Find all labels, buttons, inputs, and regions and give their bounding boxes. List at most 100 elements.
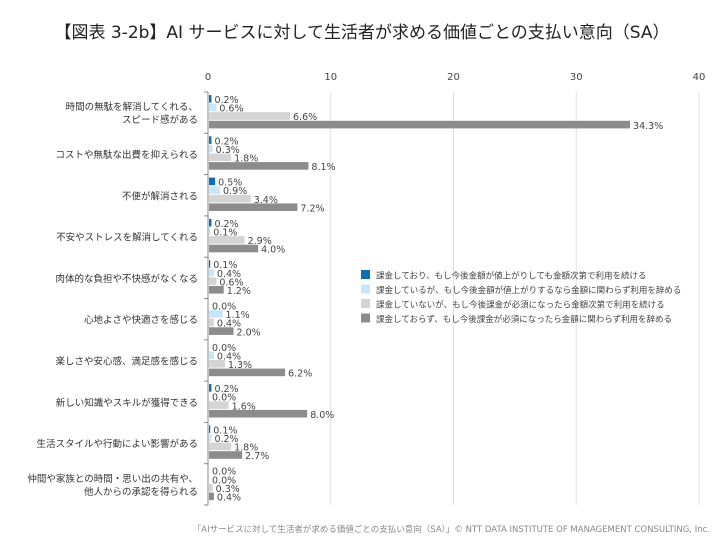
data-label: 6.6%: [293, 112, 317, 123]
data-label: 0.2%: [214, 219, 238, 230]
data-label: 0.4%: [217, 493, 241, 504]
bar: [209, 218, 212, 227]
footer-credit: 「AIサービスに対して生活者が求める価値ごとの支払い意向（SA）」© NTT D…: [192, 525, 710, 535]
bar: [209, 360, 225, 368]
data-label: 0.1%: [213, 260, 237, 271]
data-label: 0.3%: [216, 145, 240, 156]
bar: [209, 236, 245, 244]
category-label: 時間の無駄を解消してくれる、: [66, 101, 198, 113]
data-label: 0.0%: [212, 343, 236, 354]
bar: [209, 136, 212, 144]
data-label: 1.3%: [228, 360, 252, 371]
category-label: 不便が解消される: [122, 190, 198, 202]
category-label: 仲間や家族との時間・思い出の共有や、: [27, 473, 198, 485]
legend-label: 課金していないが、もし今後課金が必須になったら金額次第で利用を続ける: [376, 300, 665, 311]
legend-swatch: [361, 313, 370, 323]
bar: [209, 203, 298, 211]
data-label: 0.2%: [214, 95, 238, 106]
data-label: 0.0%: [212, 467, 236, 478]
data-label: 0.0%: [212, 475, 236, 486]
data-label: 2.7%: [245, 451, 269, 462]
data-label: 1.1%: [226, 310, 250, 321]
category-label: 生活スタイルや行動によい影響がある: [36, 438, 198, 450]
bar: [209, 442, 232, 451]
bar: [209, 186, 221, 194]
category-label: 不安やストレスを解消してくれる: [56, 232, 198, 244]
bar: [209, 286, 224, 294]
bar: [209, 409, 308, 418]
x-tick-label: 0: [205, 72, 211, 83]
bar: [209, 425, 211, 433]
x-tick-label: 10: [324, 72, 337, 83]
data-label: 2.0%: [237, 327, 261, 338]
category-label: 新しい知識やスキルが獲得できる: [56, 397, 198, 409]
data-label: 6.2%: [288, 369, 312, 380]
data-label: 0.9%: [223, 186, 247, 197]
bar: [209, 153, 232, 162]
category-label: 他人からの承認を得られる: [84, 486, 198, 498]
data-label: 0.6%: [219, 104, 243, 115]
bar: [209, 492, 214, 501]
bar: [209, 384, 212, 392]
bar: [209, 120, 631, 129]
category-label: 肉体的な負担や不快感がなくなる: [55, 273, 198, 285]
x-tick-label: 30: [570, 72, 583, 83]
data-label: 8.0%: [310, 410, 334, 421]
bar: [209, 351, 214, 359]
category-label: コストや無駄な出費を抑えられる: [55, 149, 198, 161]
data-label: 3.4%: [254, 195, 278, 206]
bar: [209, 268, 214, 277]
data-label: 0.4%: [217, 269, 241, 280]
data-label: 7.2%: [300, 203, 324, 214]
bar: [209, 401, 229, 409]
data-label: 0.0%: [212, 302, 236, 313]
bar: [209, 327, 234, 335]
bar: [209, 194, 251, 203]
bar: [209, 368, 286, 377]
bar: [209, 144, 213, 153]
chart-title: 【図表 3-2b】AI サービスに対して生活者が求める価値ごとの支払い意向（SA…: [54, 23, 670, 43]
data-label: 0.1%: [213, 425, 237, 436]
category-label: スピード感がある: [122, 114, 198, 126]
bar: [209, 162, 309, 170]
legend-swatch: [361, 284, 370, 294]
legend-label: 課金しておらず、もし今後課金が必須になったら金額に関わらず利用を辞める: [376, 314, 672, 325]
data-label: 0.6%: [219, 277, 243, 288]
data-label: 0.4%: [217, 319, 241, 330]
data-label: 0.4%: [217, 351, 241, 362]
data-label: 0.2%: [214, 384, 238, 395]
bar: [209, 318, 214, 327]
legend-swatch: [361, 270, 370, 279]
category-label: 楽しさや安心感、満足感を感じる: [55, 355, 198, 367]
data-label: 8.1%: [311, 162, 335, 173]
data-label: 0.0%: [212, 393, 236, 404]
data-label: 1.6%: [232, 401, 256, 412]
data-label: 0.2%: [214, 434, 238, 445]
data-label: 2.9%: [248, 236, 272, 247]
category-label: 心地よさや快適さを感じる: [84, 314, 198, 326]
bar: [209, 177, 216, 186]
bar: [209, 260, 211, 268]
data-label: 0.5%: [218, 178, 242, 189]
bar: [209, 434, 212, 442]
data-label: 0.1%: [213, 228, 237, 239]
data-label: 0.2%: [214, 136, 238, 147]
bar: [209, 95, 212, 103]
legend-swatch: [361, 299, 370, 308]
x-tick-label: 40: [693, 72, 706, 83]
bar: [209, 103, 217, 112]
bar: [209, 112, 291, 120]
data-label: 1.2%: [227, 286, 251, 297]
data-label: 1.8%: [234, 443, 258, 454]
bar: [209, 483, 213, 492]
bar: [209, 277, 217, 285]
data-label: 34.3%: [633, 121, 663, 132]
x-tick-label: 20: [447, 72, 460, 83]
legend-label: 課金しているが、もし今後金額が値上がりするなら金額に関わらず利用を辞める: [376, 285, 681, 296]
data-label: 1.8%: [234, 154, 258, 165]
data-label: 4.0%: [261, 245, 285, 256]
bar: [209, 227, 211, 236]
legend-label: 課金しており、もし今後金額が値上がりしても金額次第で利用を続ける: [376, 271, 646, 282]
bar: [209, 310, 223, 318]
